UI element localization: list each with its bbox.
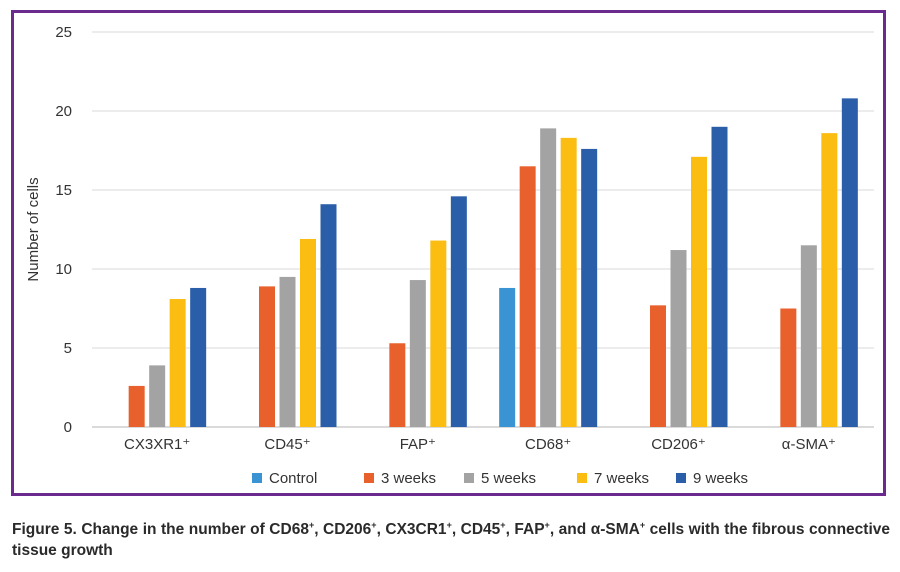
bar [540, 128, 557, 427]
bar [389, 343, 406, 427]
bar [300, 238, 316, 427]
bar [780, 308, 797, 427]
x-tick-label: CD45⁺ [264, 436, 310, 453]
figure-caption: Figure 5. Change in the number of CD68+,… [12, 515, 890, 561]
legend-label: 5 weeks [481, 470, 536, 487]
legend-swatch [577, 473, 587, 483]
caption-sup-4: + [500, 520, 506, 530]
caption-part-2: , CD206 [314, 521, 372, 539]
bar [800, 245, 817, 427]
y-axis-label: Number of cells [25, 177, 42, 281]
legend-swatch [676, 473, 686, 483]
bar [149, 365, 166, 427]
caption-prefix: Figure 5. Change in the number of CD68 [12, 521, 309, 539]
x-tick-label: CD68⁺ [525, 436, 571, 453]
caption-sup-3: + [446, 520, 452, 530]
legend-label: 3 weeks [381, 470, 436, 487]
bar [581, 148, 598, 428]
chart-frame: 0 5 10 15 20 25 Number of cells CX3XR1⁺ CD45⁺ FAP… [11, 10, 886, 496]
caption-sup-1: + [308, 520, 315, 530]
bar [430, 240, 447, 427]
bar [409, 280, 426, 427]
y-tick-label: 5 [64, 340, 72, 357]
bar [841, 98, 858, 428]
bar [499, 287, 516, 427]
legend-swatch [464, 473, 474, 483]
bar-chart: 0 5 10 15 20 25 Number of cells CX3XR1⁺ CD45⁺ FAP… [25, 24, 874, 487]
x-tick-label: FAP⁺ [400, 436, 436, 453]
y-tick-label: 15 [55, 182, 72, 199]
bar [320, 204, 337, 427]
y-tick-label: 10 [55, 261, 72, 278]
bar [711, 126, 728, 428]
legend-swatch [252, 473, 262, 483]
x-tick-label: CD206⁺ [651, 436, 706, 453]
bar [821, 133, 838, 427]
bar [169, 299, 186, 427]
bar [650, 305, 666, 427]
x-tick-label: α-SMA⁺ [782, 436, 836, 453]
y-tick-label: 20 [55, 103, 72, 120]
bar [670, 250, 687, 427]
legend-label: Control [269, 470, 317, 487]
legend-label: 7 weeks [594, 470, 649, 487]
caption-part-5: , FAP [505, 521, 545, 539]
caption-part-3: , CX3CR1 [376, 521, 447, 539]
y-tick-label: 25 [55, 24, 72, 41]
caption-suffix: cells with the fibrous connective tissue… [12, 521, 890, 560]
bar [128, 385, 145, 427]
bar [450, 196, 467, 427]
legend-swatch [364, 473, 374, 483]
bar [691, 156, 707, 427]
caption-sup-5: + [544, 520, 550, 530]
bar [279, 276, 296, 427]
bar [190, 287, 207, 427]
legend-label: 9 weeks [693, 470, 748, 487]
caption-sup-2: + [371, 520, 377, 530]
bar [519, 166, 536, 428]
bar [259, 286, 275, 427]
caption-part-4: , CD45 [451, 521, 501, 539]
caption-part-6: , and α-SMA [549, 521, 640, 539]
caption-sup-6: + [639, 520, 646, 530]
bar [560, 137, 577, 428]
x-tick-label: CX3XR1⁺ [124, 436, 190, 453]
y-tick-label: 0 [64, 419, 72, 436]
